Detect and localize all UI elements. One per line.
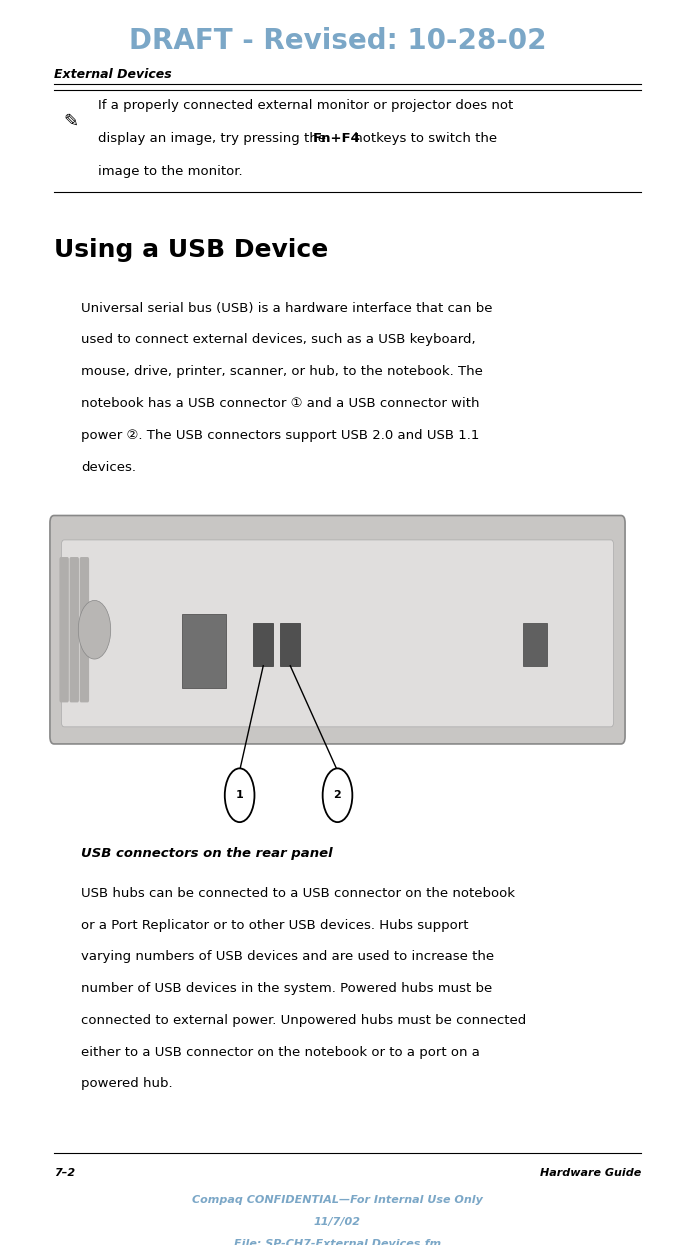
Text: mouse, drive, printer, scanner, or hub, to the notebook. The: mouse, drive, printer, scanner, or hub, … — [81, 365, 483, 378]
Bar — [253, 622, 273, 666]
Text: or a Port Replicator or to other USB devices. Hubs support: or a Port Replicator or to other USB dev… — [81, 919, 468, 931]
Text: 11/7/02: 11/7/02 — [314, 1216, 361, 1226]
Text: varying numbers of USB devices and are used to increase the: varying numbers of USB devices and are u… — [81, 950, 494, 964]
Text: powered hub.: powered hub. — [81, 1077, 173, 1091]
FancyBboxPatch shape — [59, 557, 69, 702]
Text: either to a USB connector on the notebook or to a port on a: either to a USB connector on the noteboo… — [81, 1046, 480, 1058]
Text: Fn+F4: Fn+F4 — [313, 132, 360, 144]
Text: Hardware Guide: Hardware Guide — [540, 1168, 641, 1178]
Bar — [523, 622, 547, 666]
Bar — [182, 615, 226, 687]
Text: display an image, try pressing the: display an image, try pressing the — [98, 132, 330, 144]
Circle shape — [225, 768, 254, 822]
Text: power ②. The USB connectors support USB 2.0 and USB 1.1: power ②. The USB connectors support USB … — [81, 428, 479, 442]
FancyBboxPatch shape — [70, 557, 79, 702]
Text: 1: 1 — [236, 791, 244, 801]
Circle shape — [78, 600, 111, 659]
Bar — [280, 622, 300, 666]
Text: number of USB devices in the system. Powered hubs must be: number of USB devices in the system. Pow… — [81, 982, 492, 995]
Text: used to connect external devices, such as a USB keyboard,: used to connect external devices, such a… — [81, 334, 476, 346]
Text: 2: 2 — [333, 791, 342, 801]
Text: Using a USB Device: Using a USB Device — [54, 238, 328, 263]
FancyBboxPatch shape — [50, 515, 625, 745]
Text: File: SP-CH7-External Devices.fm: File: SP-CH7-External Devices.fm — [234, 1239, 441, 1245]
Text: 7–2: 7–2 — [54, 1168, 75, 1178]
Text: notebook has a USB connector ① and a USB connector with: notebook has a USB connector ① and a USB… — [81, 397, 479, 410]
Text: devices.: devices. — [81, 461, 136, 473]
FancyBboxPatch shape — [61, 540, 614, 727]
Text: image to the monitor.: image to the monitor. — [98, 164, 242, 178]
Circle shape — [323, 768, 352, 822]
Text: If a properly connected external monitor or projector does not: If a properly connected external monitor… — [98, 98, 513, 112]
Text: ✎: ✎ — [63, 112, 78, 131]
Text: USB hubs can be connected to a USB connector on the notebook: USB hubs can be connected to a USB conne… — [81, 886, 515, 900]
Text: connected to external power. Unpowered hubs must be connected: connected to external power. Unpowered h… — [81, 1013, 526, 1027]
Text: Compaq CONFIDENTIAL—For Internal Use Only: Compaq CONFIDENTIAL—For Internal Use Onl… — [192, 1195, 483, 1205]
Text: DRAFT - Revised: 10-28-02: DRAFT - Revised: 10-28-02 — [129, 27, 546, 55]
Text: USB connectors on the rear panel: USB connectors on the rear panel — [81, 847, 333, 859]
Text: External Devices: External Devices — [54, 68, 171, 81]
FancyBboxPatch shape — [80, 557, 89, 702]
Text: Universal serial bus (USB) is a hardware interface that can be: Universal serial bus (USB) is a hardware… — [81, 301, 493, 315]
Text: hotkeys to switch the: hotkeys to switch the — [350, 132, 497, 144]
